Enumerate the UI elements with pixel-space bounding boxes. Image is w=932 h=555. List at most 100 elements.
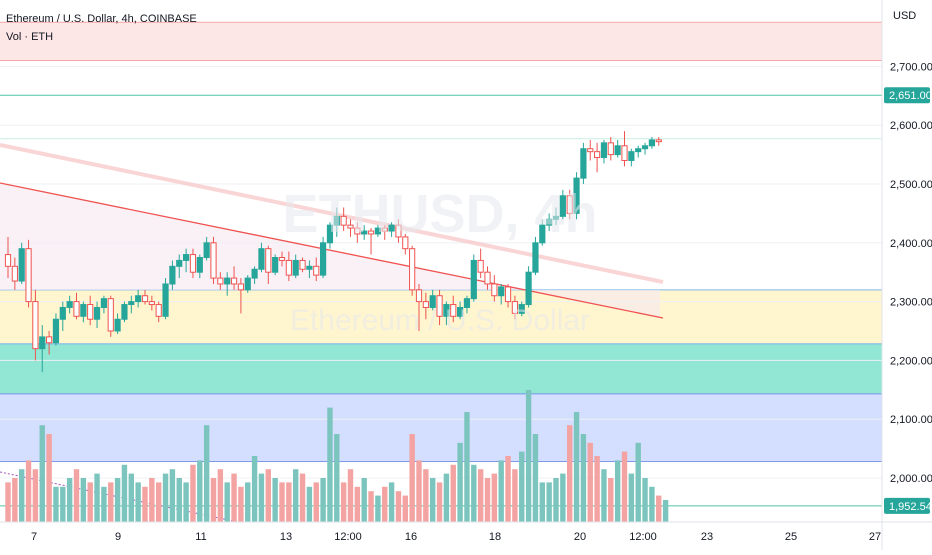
currency-label[interactable]: USD: [893, 10, 917, 22]
candle[interactable]: [450, 304, 457, 317]
candle[interactable]: [641, 145, 649, 150]
candle[interactable]: [518, 304, 525, 314]
candle[interactable]: [278, 257, 286, 261]
candle[interactable]: [162, 283, 169, 317]
candle[interactable]: [285, 259, 292, 276]
channel-trendline[interactable]: [0, 143, 664, 284]
candle[interactable]: [580, 148, 587, 179]
candle[interactable]: [491, 283, 498, 297]
candle[interactable]: [594, 151, 601, 159]
candle[interactable]: [422, 301, 429, 308]
candle[interactable]: [183, 254, 190, 261]
candle[interactable]: [457, 306, 464, 317]
candle[interactable]: [539, 224, 546, 244]
candle[interactable]: [224, 277, 231, 285]
candle[interactable]: [169, 265, 176, 285]
candle[interactable]: [381, 227, 388, 232]
candle[interactable]: [18, 248, 25, 282]
candle[interactable]: [374, 227, 381, 235]
price-badge[interactable]: [884, 497, 930, 514]
candle[interactable]: [25, 248, 32, 303]
candle[interactable]: [559, 195, 566, 217]
candle[interactable]: [320, 242, 327, 276]
candle[interactable]: [210, 242, 217, 279]
candle[interactable]: [347, 224, 354, 229]
candle[interactable]: [552, 215, 560, 220]
trendline[interactable]: [0, 182, 664, 319]
candle[interactable]: [621, 145, 628, 161]
candle[interactable]: [628, 151, 635, 161]
candle[interactable]: [326, 224, 334, 244]
candle[interactable]: [80, 304, 87, 317]
candle[interactable]: [333, 215, 340, 226]
candle[interactable]: [46, 336, 53, 344]
candle[interactable]: [135, 295, 142, 303]
candle[interactable]: [354, 227, 361, 235]
candle[interactable]: [251, 268, 258, 279]
candle[interactable]: [237, 283, 245, 291]
candle[interactable]: [340, 215, 347, 226]
candle[interactable]: [443, 304, 450, 317]
candle[interactable]: [196, 257, 203, 273]
candle[interactable]: [32, 301, 39, 350]
candle[interactable]: [573, 177, 580, 214]
candle[interactable]: [258, 248, 265, 270]
candle[interactable]: [498, 286, 505, 297]
candle[interactable]: [176, 259, 183, 267]
candle[interactable]: [66, 301, 73, 308]
candle[interactable]: [299, 259, 306, 270]
candle[interactable]: [230, 277, 238, 285]
candle[interactable]: [463, 298, 471, 308]
candle[interactable]: [244, 277, 251, 291]
candle[interactable]: [4, 254, 12, 267]
candle[interactable]: [107, 298, 114, 332]
candle[interactable]: [73, 301, 80, 317]
candle[interactable]: [614, 145, 621, 156]
candle[interactable]: [189, 254, 197, 273]
candle[interactable]: [655, 139, 662, 143]
candle[interactable]: [59, 306, 66, 320]
candle[interactable]: [114, 318, 121, 332]
candle[interactable]: [600, 142, 608, 159]
candle[interactable]: [429, 295, 436, 308]
candle[interactable]: [587, 148, 594, 153]
candle[interactable]: [361, 230, 368, 235]
candle[interactable]: [635, 148, 642, 153]
candle[interactable]: [155, 304, 162, 317]
candle[interactable]: [470, 259, 477, 300]
candle[interactable]: [436, 295, 443, 317]
candle[interactable]: [388, 224, 395, 232]
candle[interactable]: [11, 265, 18, 282]
candle[interactable]: [128, 301, 135, 306]
candle[interactable]: [39, 336, 46, 350]
candle[interactable]: [367, 230, 375, 235]
candle[interactable]: [477, 259, 484, 273]
volume-indicator-label[interactable]: Vol · ETH: [6, 31, 54, 43]
candle[interactable]: [148, 301, 155, 306]
candle[interactable]: [265, 248, 272, 273]
candle[interactable]: [395, 224, 402, 238]
candle[interactable]: [504, 286, 512, 303]
candle[interactable]: [100, 298, 108, 308]
candle[interactable]: [566, 195, 573, 214]
candle[interactable]: [87, 304, 94, 320]
candle[interactable]: [648, 139, 655, 147]
candle[interactable]: [217, 277, 224, 285]
candle[interactable]: [546, 218, 553, 226]
candle[interactable]: [532, 242, 539, 273]
symbol-title[interactable]: Ethereum / U.S. Dollar, 4h, COINBASE: [6, 13, 197, 25]
candle[interactable]: [52, 318, 60, 344]
candle[interactable]: [402, 236, 409, 250]
candle[interactable]: [415, 289, 423, 303]
candle[interactable]: [121, 304, 128, 320]
candle[interactable]: [141, 295, 149, 303]
candle[interactable]: [93, 306, 101, 320]
price-badge[interactable]: [884, 87, 930, 104]
candle[interactable]: [272, 257, 279, 273]
candle[interactable]: [409, 248, 416, 291]
candle[interactable]: [607, 142, 614, 156]
candle[interactable]: [292, 259, 299, 276]
candle[interactable]: [525, 271, 532, 306]
candle[interactable]: [203, 242, 210, 259]
candle[interactable]: [511, 301, 518, 314]
